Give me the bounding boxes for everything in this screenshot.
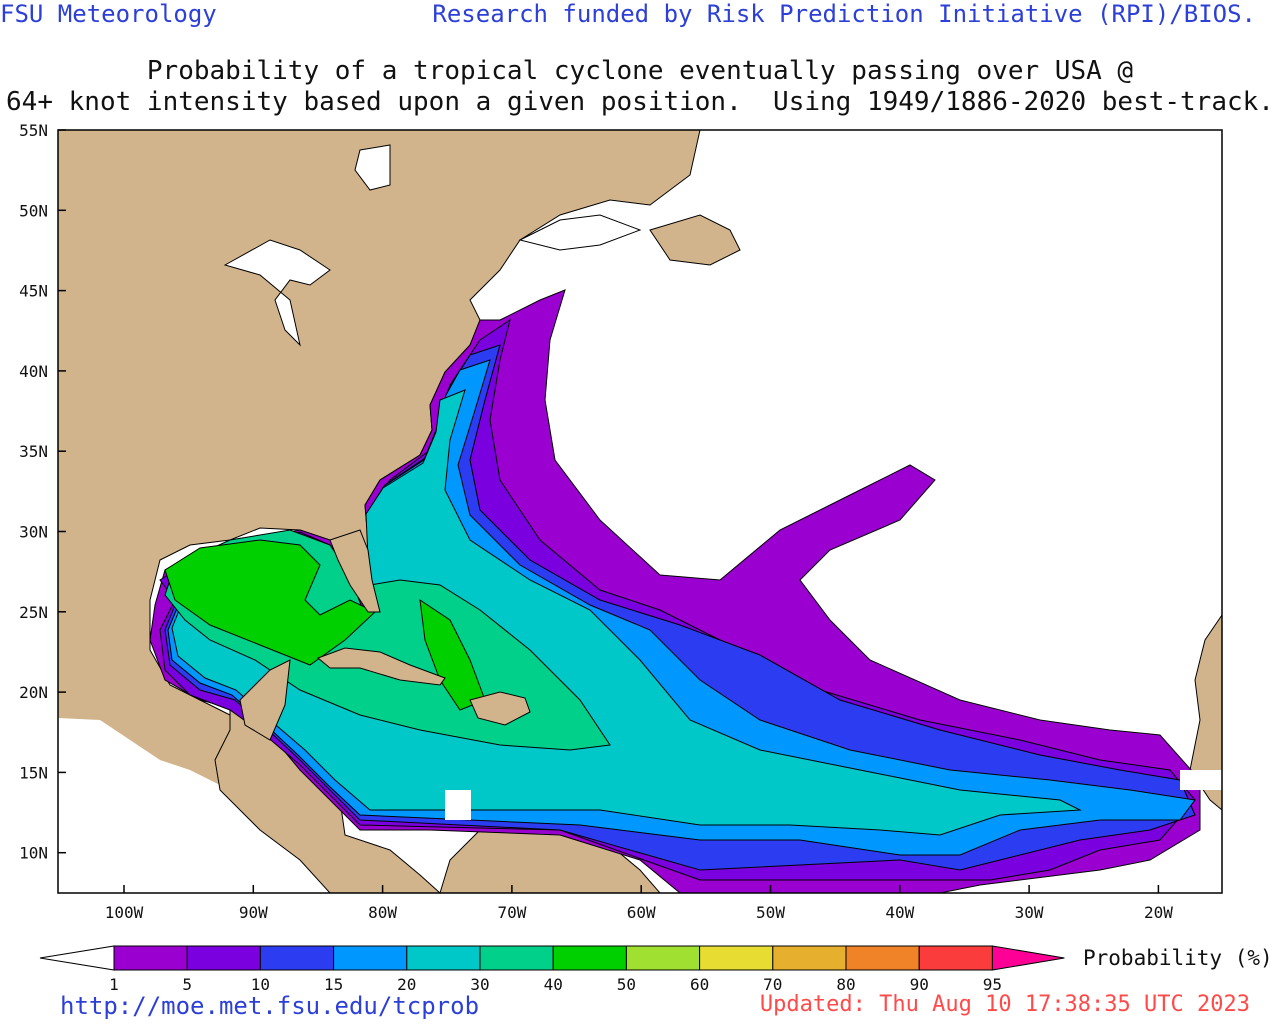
footer-updated-text: Updated: Thu Aug 10 17:38:35 UTC 2023 (759, 992, 1250, 1017)
lon-label: 60W (627, 903, 656, 922)
mask-patch (445, 790, 471, 820)
header-right-text: Research funded by Risk Prediction Initi… (432, 0, 1256, 28)
africa-land (1189, 614, 1222, 811)
cuba-land (317, 647, 446, 686)
footer-url-link[interactable]: http://moe.met.fsu.edu/tcprob (60, 992, 480, 1020)
legend-swatch (625, 945, 701, 971)
legend-swatch (552, 945, 627, 971)
legend-tick-label: 10 (251, 975, 270, 994)
lat-label: 35N (19, 442, 48, 461)
legend-tick-label: 95 (983, 975, 1002, 994)
map-title-line-1: Probability of a tropical cyclone eventu… (146, 56, 1134, 86)
legend-tick-label: 30 (470, 975, 489, 994)
lon-label: 30W (1015, 903, 1044, 922)
map-frame (57, 129, 1223, 894)
lon-label: 70W (497, 903, 526, 922)
legend-swatch (186, 945, 261, 971)
legend-color-bar: 1 5 10 15 20 30 40 50 60 70 80 90 95 (39, 945, 1065, 994)
map-area (58, 130, 1222, 893)
lon-label: 50W (756, 903, 785, 922)
hudson-bay-bit (354, 144, 391, 191)
contour-40pct (164, 539, 376, 666)
st-lawrence-gulf (518, 214, 642, 251)
lat-label: 30N (19, 523, 48, 542)
latitude-axis: 55N 50N 45N 40N 35N 30N 25N 20N 15N 10N (19, 121, 66, 863)
legend-swatch (772, 945, 847, 971)
lat-label: 15N (19, 763, 48, 782)
legend-tick-label: 70 (763, 975, 782, 994)
legend-tick-label: 5 (182, 975, 192, 994)
legend-arrow-left (39, 945, 115, 971)
legend-swatch (259, 945, 335, 971)
legend-title: Probability (%) (1083, 946, 1273, 970)
legend-tick-label: 90 (910, 975, 929, 994)
legend-arrow-right (991, 945, 1065, 971)
lat-label: 40N (19, 362, 48, 381)
map-title-line-2: 64+ knot intensity based upon a given po… (6, 87, 1274, 117)
lat-label: 50N (19, 201, 48, 220)
lon-label: 100W (105, 903, 144, 922)
lat-label: 10N (19, 844, 48, 863)
legend-swatch (479, 945, 554, 971)
legend-swatch (699, 945, 774, 971)
pacific-ocean (58, 718, 340, 893)
mask-patch-2 (1180, 770, 1222, 790)
legend-tick-label: 40 (544, 975, 563, 994)
lon-label: 90W (239, 903, 268, 922)
longitude-axis: 100W 90W 80W 70W 60W 50W 40W 30W 20W (105, 885, 1173, 922)
newfoundland-land (649, 214, 741, 266)
legend-swatch (918, 945, 993, 971)
hispaniola-land (469, 691, 531, 726)
legend-swatch (113, 945, 188, 971)
legend-tick-label: 20 (397, 975, 416, 994)
yucatan-land (239, 659, 291, 741)
lat-label: 20N (19, 683, 48, 702)
legend-swatch (845, 945, 920, 971)
lon-label: 20W (1144, 903, 1173, 922)
legend-tick-label: 15 (324, 975, 343, 994)
legend-tick-label: 1 (109, 975, 119, 994)
lat-label: 55N (19, 121, 48, 140)
florida-land (329, 529, 381, 613)
header-left-text: FSU Meteorology (0, 0, 217, 28)
lon-label: 80W (368, 903, 397, 922)
lon-label: 40W (885, 903, 914, 922)
great-lakes (223, 239, 331, 347)
lat-label: 25N (19, 603, 48, 622)
lat-label: 45N (19, 282, 48, 301)
legend-swatch (406, 945, 481, 971)
legend-tick-label: 50 (617, 975, 636, 994)
legend-swatch (333, 945, 408, 971)
legend-tick-label: 80 (836, 975, 855, 994)
legend-tick-label: 60 (690, 975, 709, 994)
